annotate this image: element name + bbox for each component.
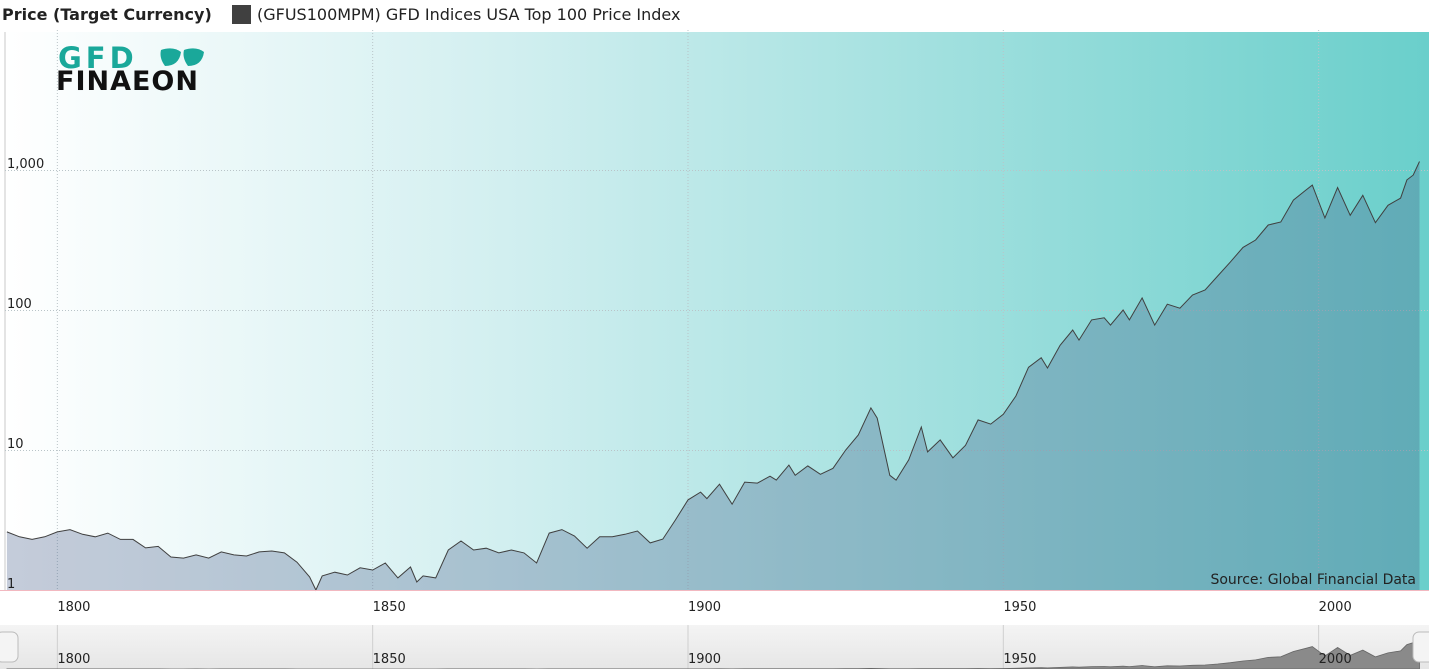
- logo-leaf: [183, 48, 204, 66]
- navigator-tick-label: 2000: [1319, 652, 1352, 667]
- logo-leaf: [160, 48, 181, 66]
- x-tick-label: 1850: [373, 600, 406, 615]
- navigator-tick-label: 1950: [1003, 652, 1036, 667]
- y-tick-label: 100: [7, 297, 32, 312]
- logo-top: GFD: [58, 41, 138, 75]
- navigator-tick-label: 1850: [373, 652, 406, 667]
- y-tick-label: 1,000: [7, 157, 44, 172]
- x-tick-label: 1950: [1003, 600, 1036, 615]
- navigator-handle[interactable]: [1412, 631, 1429, 663]
- text-layer: 1 10 100 1,000 1800 1800 1850 1850 1900 1900 1950 1…: [7, 157, 1352, 667]
- legend-swatch[interactable]: [232, 5, 251, 24]
- source-note: Source: Global Financial Data: [1210, 572, 1416, 588]
- x-tick-label: 1900: [688, 600, 721, 615]
- navigator-handle[interactable]: [0, 631, 19, 663]
- y-tick-label: 10: [7, 437, 24, 452]
- navigator-tick-label: 1800: [57, 652, 90, 667]
- x-tick-label: 2000: [1319, 600, 1352, 615]
- chart-title: Price (Target Currency): [2, 5, 212, 24]
- logo-bottom: FINAEON: [56, 66, 199, 97]
- area-fill: [6, 161, 1420, 590]
- y-tick-label: 1: [7, 577, 15, 592]
- navigator-background: [0, 625, 1429, 669]
- navigator-tick-label: 1900: [688, 652, 721, 667]
- area-line: [6, 161, 1420, 592]
- logo: GFD FINAEON: [56, 41, 204, 97]
- grid-layer: [5, 30, 1429, 669]
- legend-label[interactable]: (GFUS100MPM) GFD Indices USA Top 100 Pri…: [257, 5, 680, 24]
- x-tick-label: 1800: [57, 600, 90, 615]
